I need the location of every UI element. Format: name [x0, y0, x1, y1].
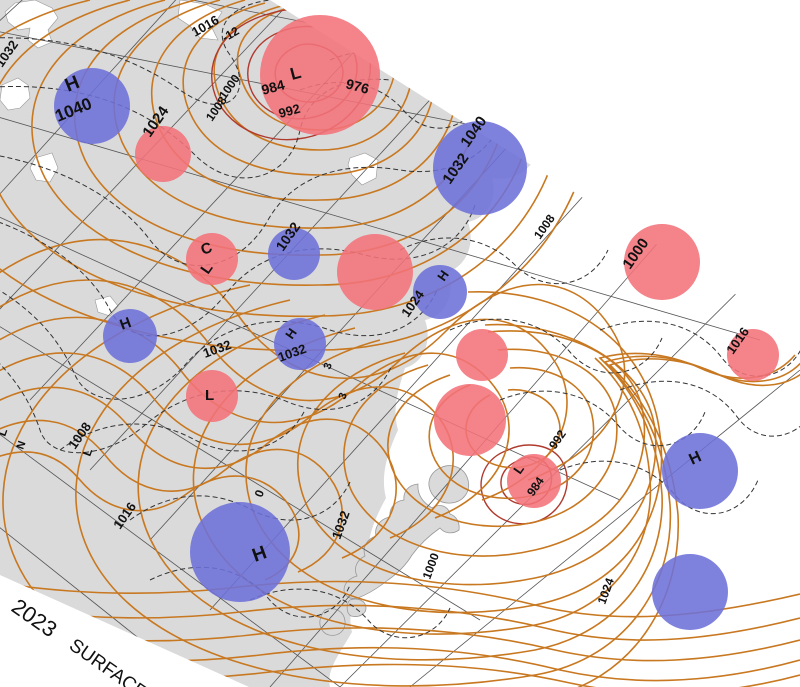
svg-text:SURFACE: SURFACE [65, 635, 151, 687]
svg-text:L: L [205, 387, 214, 404]
svg-text:2023: 2023 [7, 594, 61, 643]
